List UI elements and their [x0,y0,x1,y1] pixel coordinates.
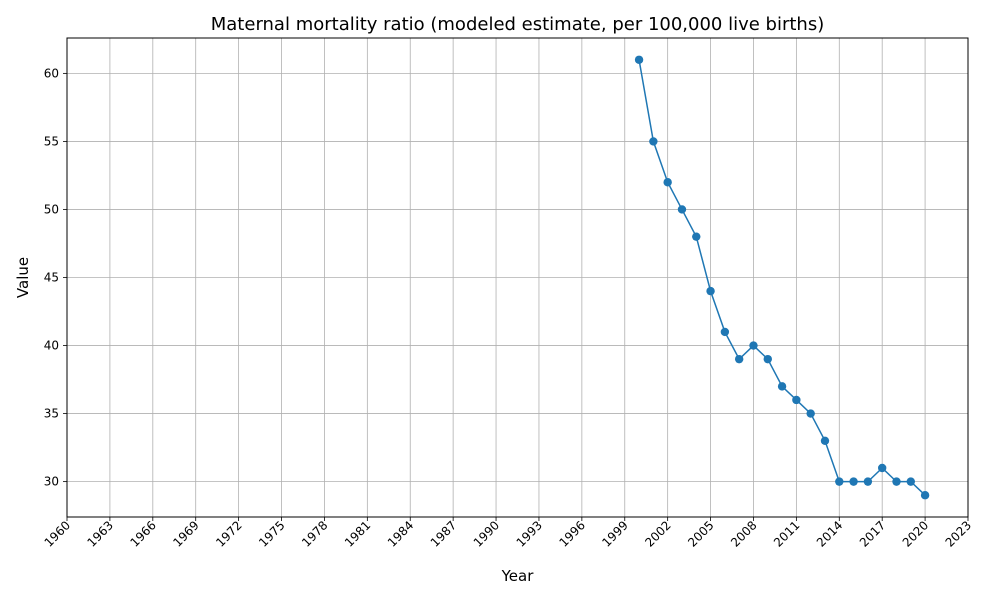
data-point [877,463,887,473]
data-point [749,341,758,350]
x-tick-label: 1972 [213,518,244,549]
y-tick-label: 60 [44,66,59,80]
y-tick-label: 45 [44,271,59,285]
data-point [892,477,901,486]
data-point [820,436,830,445]
x-tick-label: 2002 [642,518,673,549]
x-axis: 1960 1963 1966 1969 1972 1975 1978 1981 1984 1987… [42,517,974,550]
x-tick-label: 1975 [256,518,287,549]
x-tick-label: 2008 [728,518,759,549]
data-point [634,55,644,64]
data-point [663,178,672,187]
data-point [863,477,873,486]
y-tick-label: 55 [44,134,59,148]
y-tick-label: 40 [44,339,59,353]
x-tick-label: 1963 [85,518,116,549]
x-tick-label: 2017 [857,518,888,549]
y-tick-label: 30 [44,475,59,489]
x-tick-label: 1960 [42,518,73,549]
y-axis-title: Value [14,257,32,298]
grid [66,38,969,517]
data-point [806,409,815,418]
x-tick-label: 1984 [385,518,416,549]
x-tick-label: 1969 [170,518,201,549]
x-tick-label: 2005 [685,518,716,549]
series-line [634,55,930,500]
x-tick-label: 1966 [127,518,158,549]
data-point [920,491,930,500]
y-axis: 30 35 40 45 50 55 60 [44,66,67,489]
data-point [706,286,715,296]
data-point [763,354,772,364]
y-tick-label: 35 [44,407,59,421]
x-tick-label: 2011 [771,518,802,549]
y-tick-label: 50 [44,202,59,216]
x-tick-label: 2020 [900,518,931,549]
x-tick-label: 1987 [428,518,459,549]
x-axis-title: Year [501,567,535,585]
data-point [720,327,730,337]
x-tick-label: 1996 [556,518,587,549]
data-point [792,395,801,405]
data-point [649,137,658,146]
data-point [692,232,701,241]
data-point [677,205,687,214]
data-point [734,354,744,364]
chart-title: Maternal mortality ratio (modeled estima… [211,14,825,35]
data-point [835,477,844,486]
x-tick-label: 1993 [514,518,545,549]
data-point [849,477,858,486]
x-tick-label: 1978 [299,518,330,549]
x-tick-label: 1990 [471,518,502,549]
x-tick-label: 2023 [943,518,974,549]
data-point [777,382,787,391]
data-point [906,477,915,486]
x-tick-label: 1981 [342,518,373,549]
x-tick-label: 1999 [599,518,630,549]
x-tick-label: 2014 [814,518,845,549]
